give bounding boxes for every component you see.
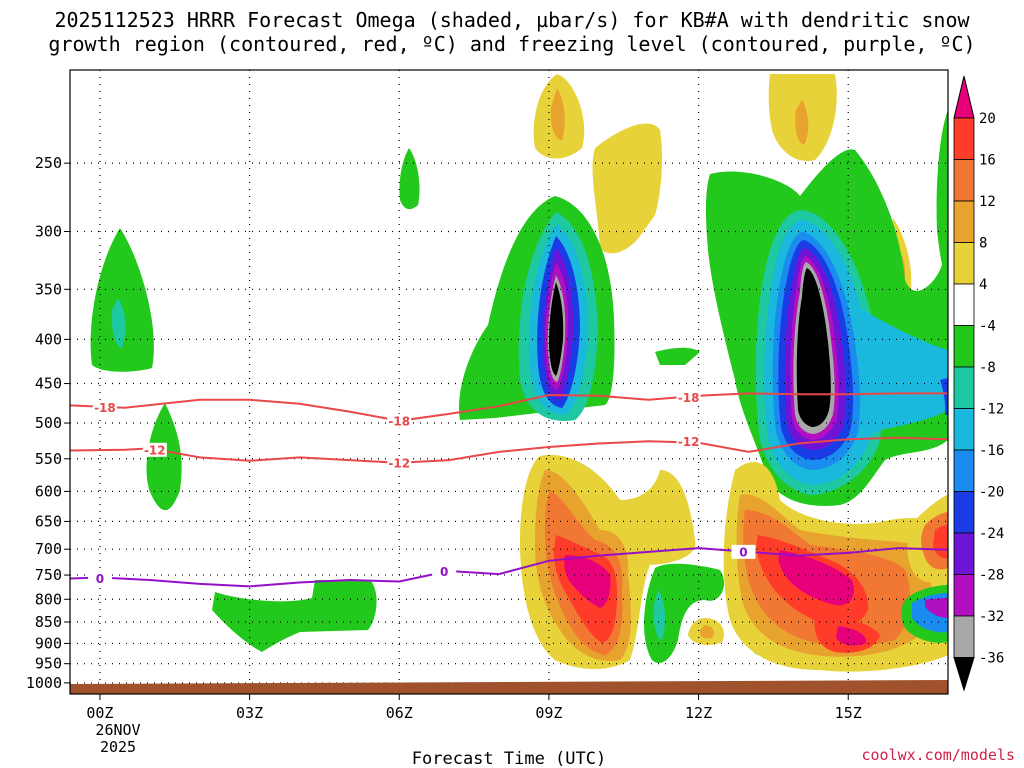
y-tick-label: 1000 bbox=[26, 674, 62, 692]
plot-frame bbox=[69, 69, 949, 695]
contour-freezing-level bbox=[70, 547, 948, 588]
y-tick-label: 700 bbox=[35, 540, 62, 558]
omega-cell-10z-lower bbox=[520, 454, 696, 669]
contour-label-freezing-level: 0 bbox=[96, 572, 104, 586]
contour-label-freezing-level: 0 bbox=[440, 565, 448, 579]
contour-label-dgz-minus18: -18 bbox=[388, 414, 410, 428]
colorbar-label: -16 bbox=[979, 443, 1004, 459]
colorbar-label: -32 bbox=[979, 609, 1004, 625]
x-tick-label: 12Z bbox=[685, 704, 712, 722]
y-tick-label: 250 bbox=[35, 154, 62, 172]
contour-label-dgz-minus18: -18 bbox=[94, 401, 116, 415]
y-tick-label: 600 bbox=[35, 482, 62, 500]
y-tick-label: 350 bbox=[35, 280, 62, 298]
omega-cell-00z-upper bbox=[90, 228, 154, 372]
y-tick-label: 750 bbox=[35, 566, 62, 584]
colorbar-label: -28 bbox=[979, 568, 1004, 584]
contour-label-bg bbox=[142, 442, 167, 457]
contour-label-bg bbox=[387, 413, 412, 428]
colorbar-label: 8 bbox=[979, 236, 987, 252]
x-axis-label: Forecast Time (UTC) bbox=[412, 749, 606, 768]
colorbar-swatch bbox=[953, 574, 975, 617]
x-tick-label: 03Z bbox=[236, 704, 263, 722]
colorbar-swatch bbox=[953, 200, 975, 243]
contour-label-bg bbox=[87, 571, 112, 586]
colorbar-swatch bbox=[953, 615, 975, 658]
contour-label-bg bbox=[92, 400, 117, 415]
colorbar: 20 16 12 8 4 -4 -8 -12 -16 -20 -24 -28 -32 -36 bbox=[953, 75, 1004, 692]
omega-cell-14z-core bbox=[705, 110, 948, 506]
y-axis: 250 300 350 400 450 500 550 600 650 700 750 800 850 9… bbox=[26, 154, 70, 692]
colorbar-label: -20 bbox=[979, 485, 1004, 501]
omega-cell-09z-core bbox=[459, 196, 615, 421]
colorbar-swatch bbox=[953, 366, 975, 409]
omega-cell-03z-lower bbox=[212, 580, 377, 652]
colorbar-label: -12 bbox=[979, 402, 1004, 418]
y-tick-label: 500 bbox=[35, 414, 62, 432]
omega-cell-09z-upper bbox=[533, 74, 663, 254]
colorbar-label: -36 bbox=[979, 651, 1004, 667]
colorbar-swatch bbox=[953, 159, 975, 202]
x-axis: 00Z 03Z 06Z 09Z 12Z 15Z bbox=[86, 694, 862, 722]
x-tick-label: 15Z bbox=[835, 704, 862, 722]
omega-cell-17z-lower bbox=[901, 495, 948, 643]
colorbar-swatch bbox=[953, 325, 975, 368]
contour-label-bg bbox=[432, 564, 457, 579]
chart-title-line1: 2025112523 HRRR Forecast Omega (shaded, … bbox=[54, 8, 970, 32]
colorbar-label: 20 bbox=[979, 111, 996, 127]
colorbar-swatch bbox=[953, 532, 975, 575]
colorbar-label: 12 bbox=[979, 194, 996, 210]
x-date-line1: 26NOV bbox=[95, 721, 140, 739]
x-tick-label: 00Z bbox=[86, 704, 113, 722]
colorbar-label: -24 bbox=[979, 526, 1004, 542]
colorbar-label: 4 bbox=[979, 277, 987, 293]
contour-dgz-minus12 bbox=[70, 436, 948, 464]
y-tick-label: 400 bbox=[35, 330, 62, 348]
contour-lines: -18 -18 -18 -12 -12 -12 0 0 0 bbox=[70, 390, 948, 588]
y-tick-label: 950 bbox=[35, 655, 62, 673]
y-tick-label: 300 bbox=[35, 223, 62, 241]
colorbar-swatch bbox=[953, 117, 975, 160]
colorbar-swatch bbox=[953, 491, 975, 534]
colorbar-bottom-arrow bbox=[953, 657, 975, 692]
contour-label-bg bbox=[387, 455, 412, 470]
y-tick-label: 800 bbox=[35, 590, 62, 608]
omega-cell-10z-mid bbox=[655, 347, 700, 365]
contour-label-dgz-minus12: -12 bbox=[388, 456, 410, 470]
colorbar-label: -4 bbox=[979, 319, 996, 335]
colorbar-top-arrow bbox=[953, 75, 975, 119]
contour-label-dgz-minus12: -12 bbox=[144, 443, 166, 457]
credit-text: coolwx.com/models bbox=[861, 746, 1015, 764]
contour-label-freezing-level: 0 bbox=[739, 545, 747, 559]
y-tick-label: 650 bbox=[35, 512, 62, 530]
colorbar-swatch bbox=[953, 449, 975, 492]
contour-label-bg bbox=[731, 544, 756, 559]
y-tick-label: 550 bbox=[35, 450, 62, 468]
contour-label-bg bbox=[676, 390, 701, 405]
colorbar-label: -8 bbox=[979, 360, 996, 376]
contour-dgz-minus18 bbox=[70, 392, 948, 422]
y-tick-label: 850 bbox=[35, 613, 62, 631]
terrain-ground bbox=[70, 680, 948, 694]
contour-label-dgz-minus18: -18 bbox=[678, 391, 700, 405]
colorbar-swatch bbox=[953, 408, 975, 451]
contour-label-dgz-minus12: -12 bbox=[678, 435, 700, 449]
y-tick-label: 900 bbox=[35, 634, 62, 652]
colorbar-label: 16 bbox=[979, 153, 996, 169]
colorbar-swatch bbox=[953, 242, 975, 285]
chart-title-line2: growth region (contoured, red, ºC) and f… bbox=[48, 32, 975, 56]
x-tick-label: 06Z bbox=[386, 704, 413, 722]
omega-cell-06z-upper bbox=[399, 148, 420, 210]
x-tick-label: 09Z bbox=[535, 704, 562, 722]
contour-label-bg bbox=[676, 434, 701, 449]
omega-cell-14z-lower bbox=[723, 461, 948, 672]
colorbar-swatch bbox=[953, 283, 975, 326]
x-date-line2: 2025 bbox=[100, 738, 136, 756]
y-tick-label: 450 bbox=[35, 375, 62, 393]
plot-area: -18 -18 -18 -12 -12 -12 0 0 0 bbox=[70, 70, 948, 694]
